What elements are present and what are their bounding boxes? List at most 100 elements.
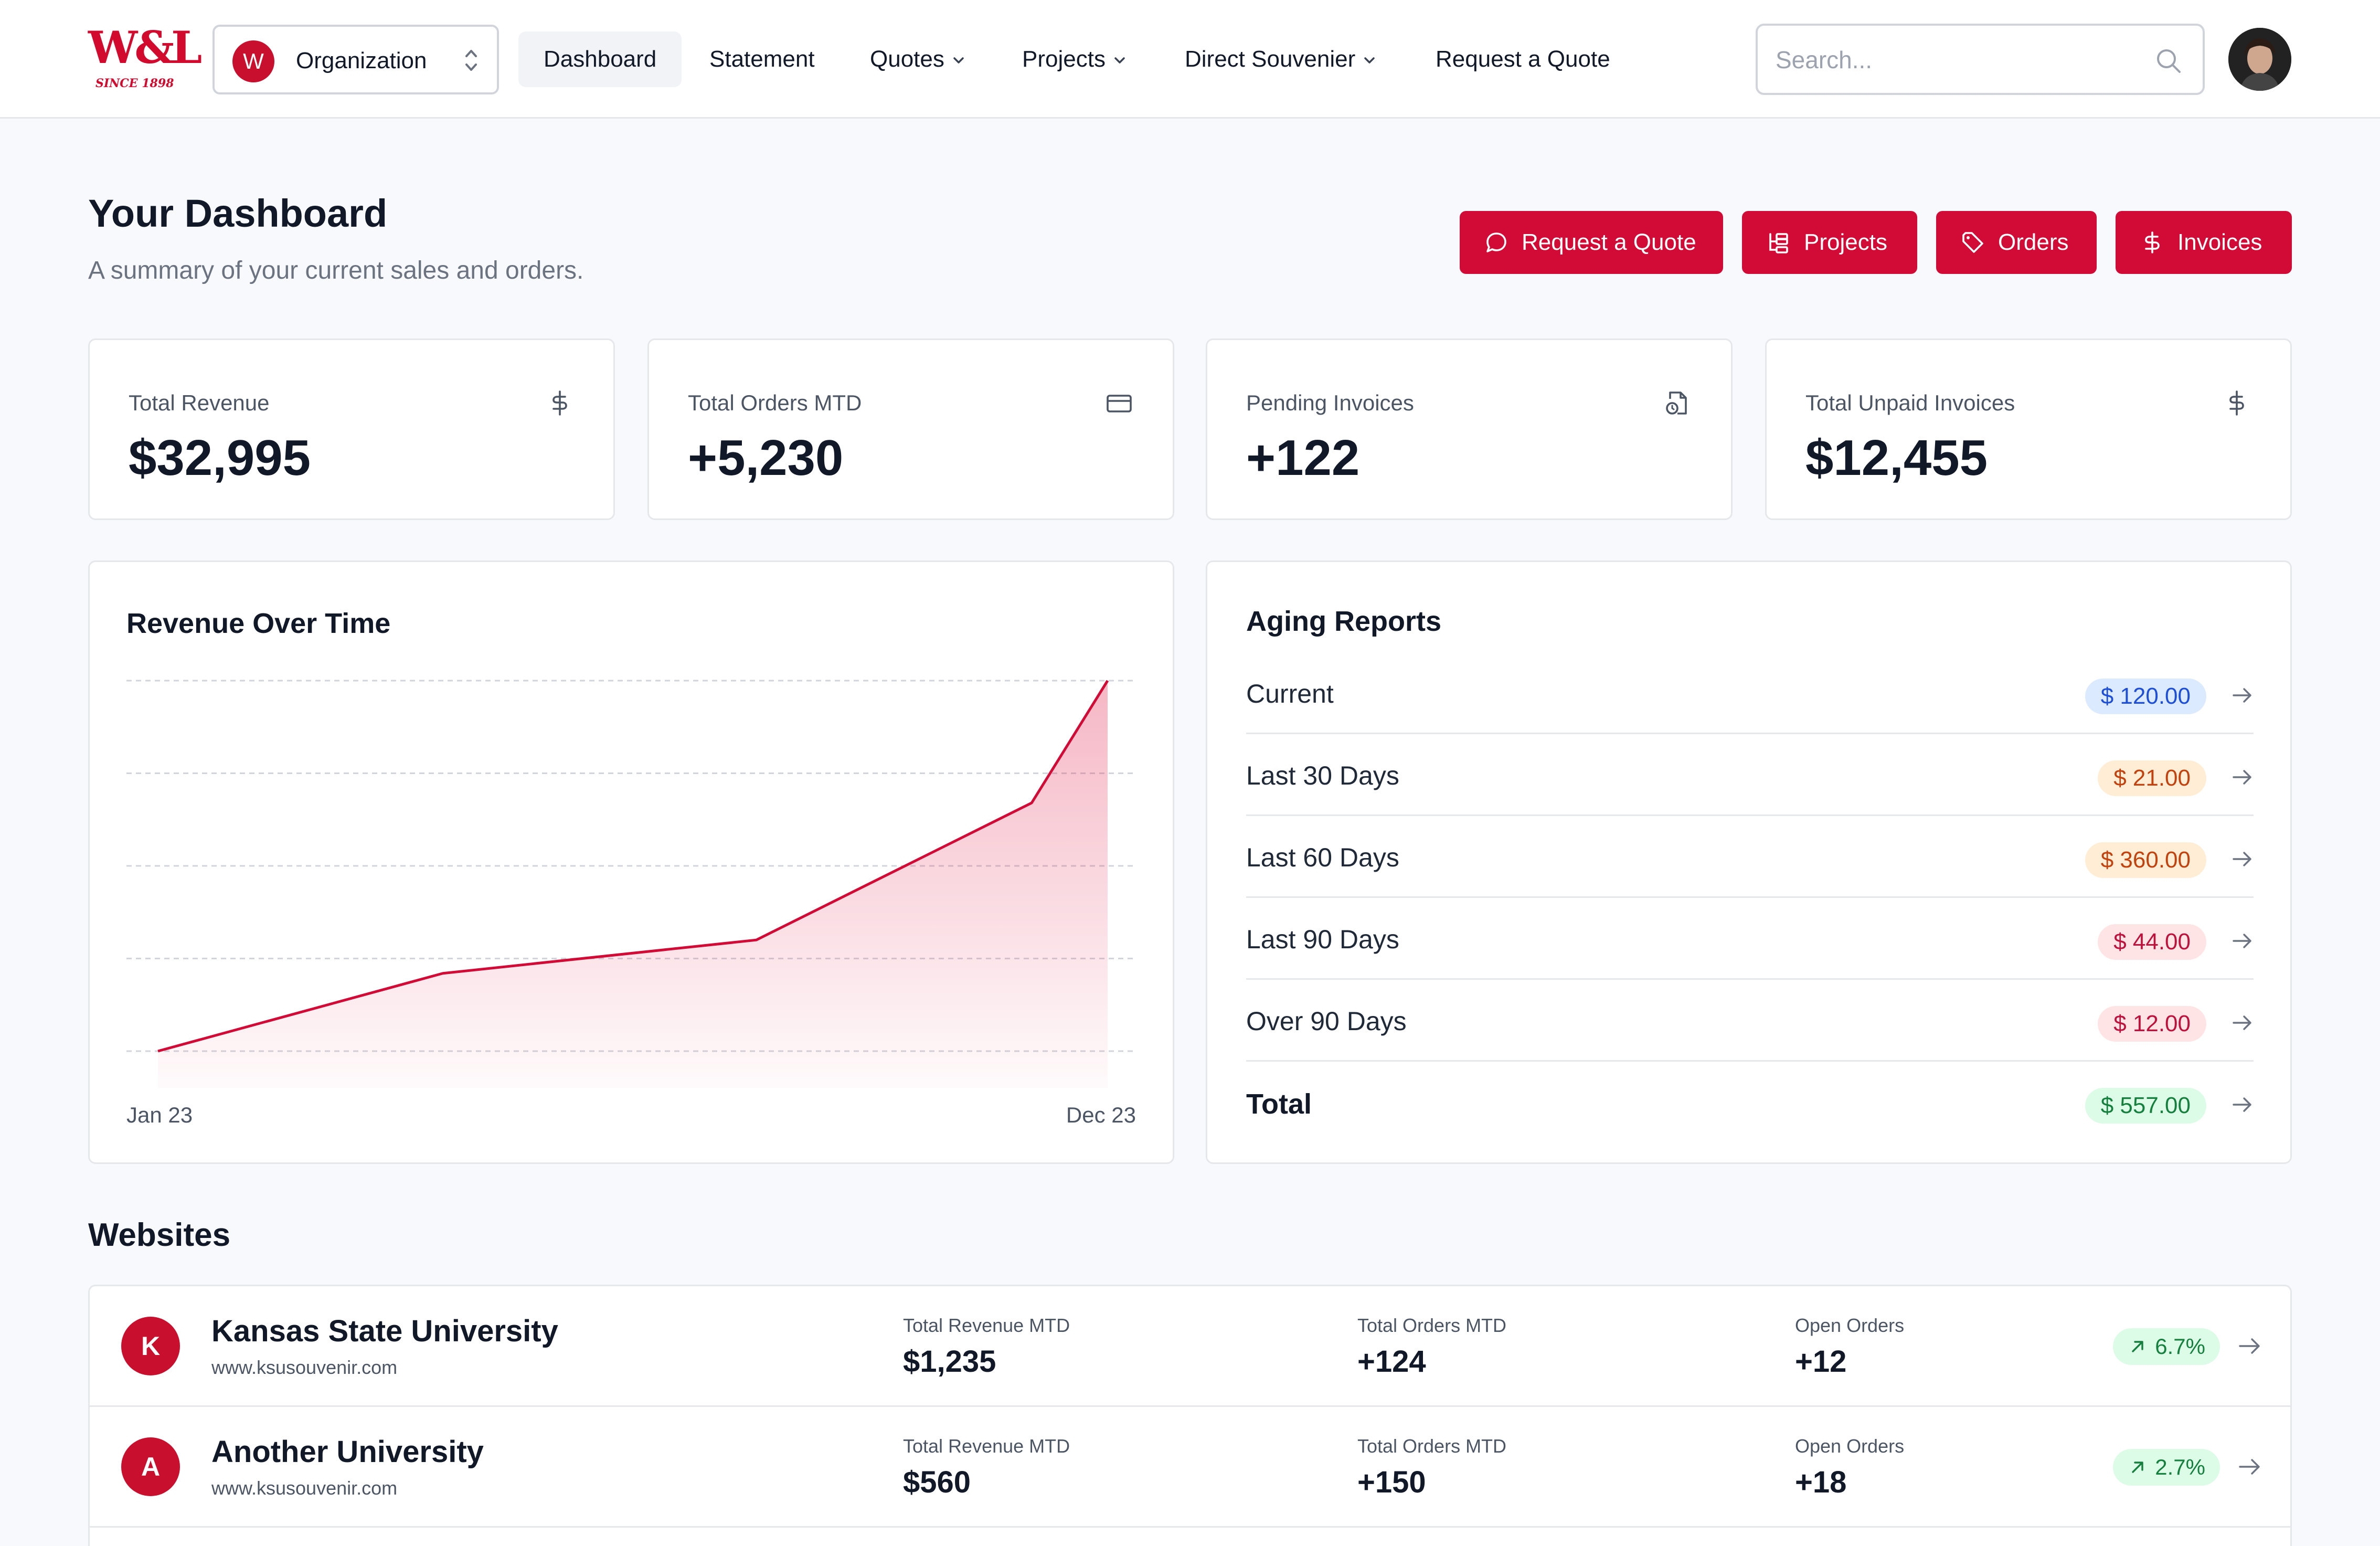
dollar-icon	[552, 390, 567, 416]
metric-label: Open Orders	[1795, 1315, 1905, 1336]
brand-logo[interactable]: W&L SINCE 1898	[88, 24, 202, 94]
nav-quotes[interactable]: Quotes	[870, 31, 965, 87]
metric-value: +12	[1795, 1344, 1847, 1379]
revenue-chart-card: Revenue Over Time Jan 23 Dec 23	[88, 560, 1174, 1164]
page-title: Your Dashboard	[88, 192, 388, 235]
aging-amount-badge: $ 21.00	[2098, 760, 2206, 796]
website-name: Another University	[211, 1435, 484, 1469]
nav-request-a-quote[interactable]: Request a Quote	[1436, 31, 1610, 87]
chevron-down-icon	[953, 57, 964, 64]
organization-label: Organization	[296, 48, 427, 73]
tag-icon	[1962, 232, 1983, 253]
website-row[interactable]: K Kansas State University www.ksusouveni…	[90, 1286, 2290, 1407]
website-url[interactable]: www.ksusouvenir.com	[211, 1477, 398, 1499]
organization-avatar: W	[232, 40, 274, 82]
row-divider	[1246, 814, 2254, 816]
stat-card-total-orders: Total Orders MTD +5,230	[647, 338, 1174, 520]
aging-row-last-90-days[interactable]: Last 90 Days $ 44.00	[1246, 898, 2254, 980]
aging-row-label: Last 90 Days	[1246, 925, 1399, 954]
metric-value: +150	[1357, 1465, 1426, 1499]
x-axis-end-label: Dec 23	[1066, 1103, 1136, 1127]
stat-value: $12,455	[1805, 430, 1988, 486]
arrow-right-icon[interactable]	[2230, 929, 2254, 952]
trend-badge: 2.7%	[2113, 1449, 2220, 1486]
projects-button[interactable]: Projects	[1742, 211, 1917, 274]
row-divider	[1246, 733, 2254, 734]
aging-reports-card: Aging Reports Current $ 120.00 Last 30 D…	[1206, 560, 2292, 1164]
row-divider	[1246, 978, 2254, 980]
aging-row-last-60-days[interactable]: Last 60 Days $ 360.00	[1246, 816, 2254, 898]
revenue-chart	[126, 680, 1136, 1088]
dollar-icon	[2229, 390, 2244, 416]
search-input[interactable]	[1776, 41, 2143, 78]
nav-dashboard-label: Dashboard	[544, 46, 657, 72]
arrow-right-icon[interactable]	[2237, 1333, 2262, 1359]
metric-value: +18	[1795, 1465, 1847, 1499]
arrow-right-icon[interactable]	[2230, 848, 2254, 871]
orders-button[interactable]: Orders	[1936, 211, 2097, 274]
trend-value: 2.7%	[2155, 1455, 2205, 1479]
row-divider	[1246, 896, 2254, 898]
user-portrait-icon	[2228, 28, 2291, 91]
revenue-chart-title: Revenue Over Time	[126, 608, 391, 639]
chat-bubble-icon	[1486, 232, 1506, 252]
websites-list: K Kansas State University www.ksusouveni…	[88, 1285, 2292, 1546]
orders-button-label: Orders	[1998, 229, 2069, 255]
logo-since-text: SINCE 1898	[95, 77, 174, 90]
search-box[interactable]	[1756, 24, 2205, 95]
nav-statement[interactable]: Statement	[709, 31, 815, 87]
chevron-down-icon	[1364, 57, 1375, 64]
arrow-right-icon[interactable]	[2230, 684, 2254, 707]
arrow-right-icon[interactable]	[2230, 1011, 2254, 1034]
aging-amount-badge: $ 557.00	[2085, 1088, 2206, 1124]
stat-card-total-unpaid-invoices: Total Unpaid Invoices $12,455	[1765, 338, 2292, 520]
nav-request-a-quote-label: Request a Quote	[1436, 46, 1610, 72]
aging-row-label: Last 60 Days	[1246, 843, 1399, 872]
organization-selector[interactable]: W Organization	[212, 25, 499, 94]
aging-row-label: Total	[1246, 1088, 1312, 1120]
metric-value: $1,235	[903, 1344, 996, 1379]
credit-card-icon	[1107, 395, 1132, 412]
website-avatar: A	[121, 1437, 180, 1496]
chart-series-line	[157, 680, 1109, 1053]
page-subtitle: A summary of your current sales and orde…	[88, 257, 584, 284]
nav-dashboard[interactable]: Dashboard	[518, 31, 682, 87]
website-name: Kansas State University	[211, 1314, 558, 1348]
user-avatar[interactable]	[2228, 28, 2291, 91]
aging-amount-badge: $ 12.00	[2098, 1006, 2206, 1042]
website-url[interactable]: www.ksusouvenir.com	[211, 1357, 398, 1378]
aging-row-current[interactable]: Current $ 120.00	[1246, 652, 2254, 734]
website-row[interactable]: A Another University www.ksusouvenir.com…	[90, 1407, 2290, 1528]
aging-row-total[interactable]: Total $ 557.00	[1246, 1062, 2254, 1143]
nav-direct-souvenier[interactable]: Direct Souvenier	[1185, 31, 1376, 87]
nav-direct-souvenier-label: Direct Souvenier	[1185, 46, 1356, 72]
request-quote-button-label: Request a Quote	[1522, 229, 1696, 255]
stat-label: Pending Invoices	[1246, 390, 1414, 415]
invoices-button[interactable]: Invoices	[2116, 211, 2292, 274]
aging-row-label: Last 30 Days	[1246, 761, 1399, 790]
chevron-down-icon	[1114, 57, 1125, 64]
website-avatar: K	[121, 1317, 180, 1375]
nav-projects[interactable]: Projects	[1022, 31, 1127, 87]
stat-label: Total Orders MTD	[688, 390, 862, 415]
projects-button-label: Projects	[1804, 229, 1887, 255]
request-quote-button[interactable]: Request a Quote	[1460, 211, 1723, 274]
search-icon[interactable]	[2154, 47, 2183, 75]
dollar-icon	[2145, 231, 2160, 253]
stat-label: Total Revenue	[129, 390, 270, 415]
arrow-right-icon[interactable]	[2230, 1093, 2254, 1116]
aging-amount-badge: $ 120.00	[2085, 679, 2206, 714]
metric-value: +124	[1357, 1344, 1426, 1379]
arrow-right-icon[interactable]	[2230, 766, 2254, 789]
stat-value: +5,230	[688, 430, 844, 486]
trend-badge: 6.7%	[2113, 1328, 2220, 1365]
row-divider	[1246, 1060, 2254, 1062]
aging-row-label: Current	[1246, 679, 1334, 708]
metric-label: Total Orders MTD	[1357, 1435, 1507, 1457]
aging-row-last-30-days[interactable]: Last 30 Days $ 21.00	[1246, 734, 2254, 816]
chart-area-fill	[158, 681, 1108, 1088]
aging-reports-title: Aging Reports	[1246, 606, 1441, 637]
arrow-right-icon[interactable]	[2237, 1454, 2262, 1479]
aging-row-over-90-days[interactable]: Over 90 Days $ 12.00	[1246, 980, 2254, 1062]
